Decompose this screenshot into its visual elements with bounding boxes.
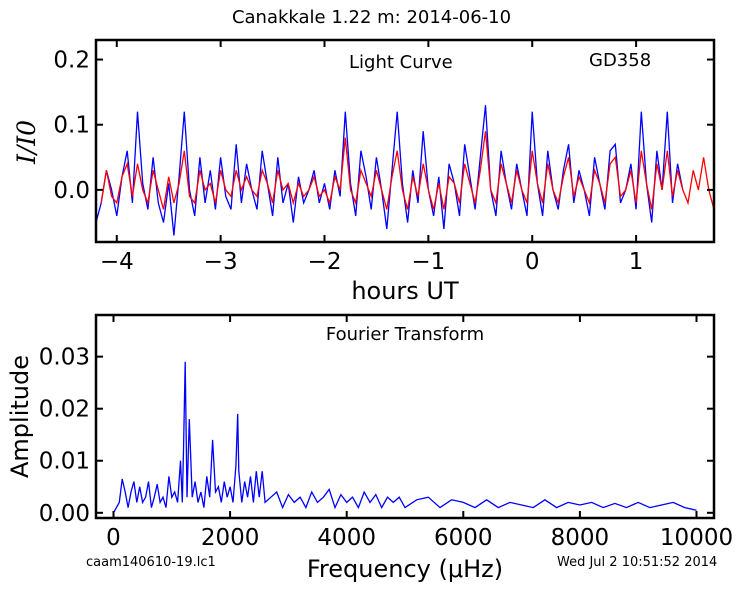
fourier-plot-area — [112, 361, 697, 514]
light-curve-y-ticks: 0.0 0.1 0.2 — [53, 48, 714, 204]
light-curve-x-tick-label: −4 — [100, 249, 134, 275]
fourier-title: Fourier Transform — [325, 324, 485, 345]
light-curve-y-tick-label: 0.1 — [53, 113, 90, 139]
fourier-ylabel: Amplitude — [6, 355, 34, 478]
light-curve-x-tick-label: −3 — [204, 249, 238, 275]
light-curve-title: Light Curve — [349, 52, 453, 73]
light-curve-panel: −4 −3 −2 −1 0 1 0.0 0.1 0.2 — [53, 38, 716, 275]
star-name-annotation: GD358 — [589, 50, 652, 71]
footer-filename: caam140610-19.lc1 — [86, 555, 216, 570]
fourier-y-tick-label: 0.00 — [39, 501, 90, 527]
light-curve-y-tick-label: 0.0 — [53, 178, 90, 204]
fourier-y-tick-label: 0.01 — [39, 449, 90, 475]
fourier-x-tick-label: 0 — [106, 525, 121, 551]
light-curve-y-tick-label: 0.2 — [53, 48, 90, 74]
fourier-y-tick-label: 0.03 — [39, 345, 90, 371]
fourier-x-tick-label: 2000 — [201, 525, 260, 551]
fourier-x-tick-label: 4000 — [317, 525, 376, 551]
fourier-frame — [94, 313, 716, 520]
light-curve-frame — [94, 38, 716, 244]
footer-timestamp: Wed Jul 2 10:51:52 2014 — [557, 555, 718, 570]
fourier-series-amplitude — [112, 361, 697, 514]
figure-title: Canakkale 1.22 m: 2014-06-10 — [231, 7, 512, 28]
light-curve-x-tick-label: 0 — [525, 249, 540, 275]
light-curve-xlabel: hours UT — [351, 277, 459, 305]
fourier-ylabel-text: Amplitude — [6, 355, 34, 478]
light-curve-x-tick-label: −2 — [308, 249, 342, 275]
light-curve-ylabel-text: I/I0 — [12, 119, 41, 164]
fourier-y-tick-label: 0.02 — [39, 397, 90, 423]
light-curve-series-model — [100, 131, 714, 210]
fourier-panel: 0 2000 4000 6000 8000 10000 0.00 0.01 0.02 0.03 — [39, 313, 733, 551]
fourier-x-tick-label: 6000 — [434, 525, 493, 551]
fourier-xlabel: Frequency (μHz) — [306, 555, 504, 583]
light-curve-x-tick-label: 1 — [629, 249, 644, 275]
fourier-y-ticks: 0.00 0.01 0.02 0.03 — [39, 345, 714, 527]
light-curve-series-data — [96, 105, 684, 236]
fourier-x-tick-label: 8000 — [551, 525, 610, 551]
fourier-x-ticks: 0 2000 4000 6000 8000 10000 — [106, 315, 733, 551]
light-curve-x-ticks: −4 −3 −2 −1 0 1 — [100, 40, 644, 275]
light-curve-plot-area — [96, 105, 714, 236]
light-curve-x-tick-label: −1 — [411, 249, 445, 275]
fourier-x-tick-label: 10000 — [660, 525, 733, 551]
light-curve-ylabel: I/I0 — [12, 119, 41, 164]
